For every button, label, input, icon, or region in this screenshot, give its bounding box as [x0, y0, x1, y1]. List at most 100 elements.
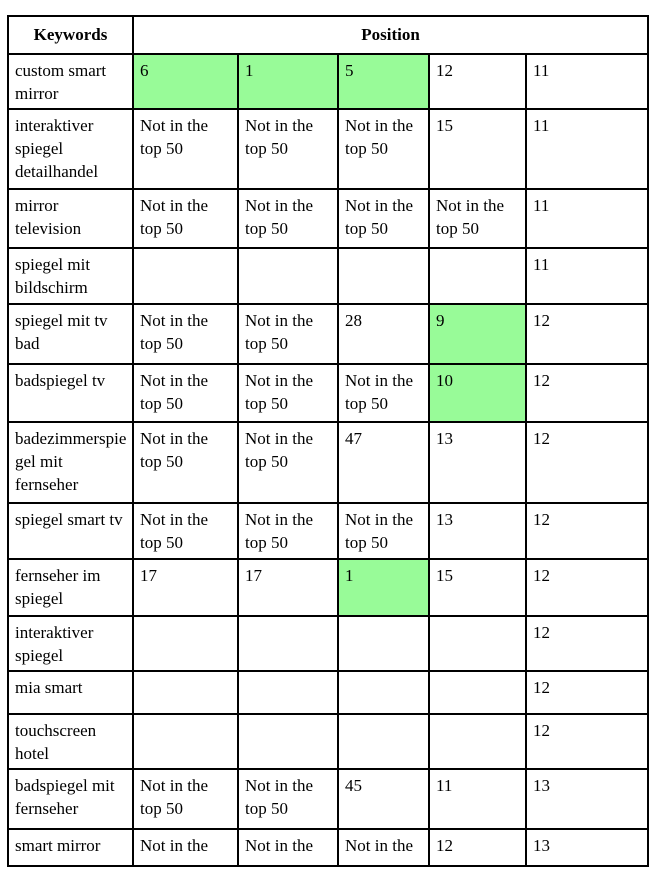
- keyword-position-table: Keywords Position custom smart mirror 6 …: [7, 15, 650, 867]
- table-row: spiegel smart tv Not in the top 50 Not i…: [7, 502, 650, 560]
- position-cell: 9: [428, 303, 527, 365]
- position-cell: 11: [524, 53, 650, 110]
- position-cell: 6: [132, 53, 239, 110]
- position-column-header: Position: [131, 15, 650, 55]
- position-cell: Not in the: [132, 828, 239, 867]
- position-cell: 1: [237, 53, 339, 110]
- position-cell: 11: [524, 247, 650, 305]
- keyword-cell: badezimmerspiegel mit fernseher: [7, 421, 134, 504]
- position-cell: 17: [132, 558, 239, 617]
- position-cell: 5: [337, 53, 430, 110]
- position-cell: [237, 615, 339, 672]
- keyword-cell: spiegel smart tv: [7, 502, 134, 560]
- table-header-row: Keywords Position: [7, 15, 650, 55]
- position-cell: Not in the top 50: [237, 108, 339, 190]
- position-cell: 13: [524, 828, 650, 867]
- position-cell: 45: [337, 768, 430, 830]
- keyword-cell: spiegel mit bildschirm: [7, 247, 134, 305]
- table-row: mirror television Not in the top 50 Not …: [7, 188, 650, 249]
- position-cell: 12: [428, 828, 527, 867]
- keyword-cell: custom smart mirror: [7, 53, 134, 110]
- position-cell: Not in the top 50: [132, 502, 239, 560]
- table-row: spiegel mit tv bad Not in the top 50 Not…: [7, 303, 650, 365]
- keyword-cell: fernseher im spiegel: [7, 558, 134, 617]
- position-cell: [337, 670, 430, 715]
- position-cell: 13: [428, 421, 527, 504]
- position-cell: [428, 615, 527, 672]
- position-cell: 28: [337, 303, 430, 365]
- table-row: badspiegel tv Not in the top 50 Not in t…: [7, 363, 650, 423]
- keyword-cell: smart mirror: [7, 828, 134, 867]
- position-cell: 12: [524, 421, 650, 504]
- keyword-cell: interaktiver spiegel: [7, 615, 134, 672]
- position-cell: Not in the top 50: [132, 188, 239, 249]
- table-row: custom smart mirror 6 1 5 12 11: [7, 53, 650, 110]
- position-cell: Not in the top 50: [428, 188, 527, 249]
- position-cell: 12: [524, 303, 650, 365]
- position-cell: Not in the top 50: [132, 768, 239, 830]
- keyword-cell: interaktiver spiegel detailhandel: [7, 108, 134, 190]
- position-cell: Not in the top 50: [337, 188, 430, 249]
- keyword-cell: badspiegel tv: [7, 363, 134, 423]
- keyword-cell: spiegel mit tv bad: [7, 303, 134, 365]
- position-cell: 13: [428, 502, 527, 560]
- position-cell: 11: [524, 188, 650, 249]
- position-cell: [337, 247, 430, 305]
- position-cell: 12: [524, 558, 650, 617]
- position-cell: 15: [428, 558, 527, 617]
- position-cell: Not in the top 50: [337, 108, 430, 190]
- position-cell: Not in the top 50: [237, 502, 339, 560]
- keyword-cell: mirror television: [7, 188, 134, 249]
- position-cell: [428, 247, 527, 305]
- table-row: spiegel mit bildschirm 11: [7, 247, 650, 305]
- position-cell: Not in the top 50: [237, 363, 339, 423]
- position-cell: [237, 247, 339, 305]
- position-cell: [428, 670, 527, 715]
- position-cell: 12: [524, 502, 650, 560]
- table-row: fernseher im spiegel 17 17 1 15 12: [7, 558, 650, 617]
- position-cell: 12: [524, 615, 650, 672]
- position-cell: Not in the top 50: [132, 363, 239, 423]
- position-cell: Not in the top 50: [132, 303, 239, 365]
- keywords-column-header: Keywords: [7, 15, 134, 55]
- position-cell: Not in the top 50: [237, 188, 339, 249]
- position-cell: Not in the top 50: [337, 363, 430, 423]
- position-cell: Not in the top 50: [237, 421, 339, 504]
- keyword-cell: touchscreen hotel: [7, 713, 134, 770]
- position-cell: Not in the top 50: [237, 303, 339, 365]
- position-cell: 11: [524, 108, 650, 190]
- position-cell: Not in the top 50: [237, 768, 339, 830]
- position-cell: 12: [428, 53, 527, 110]
- table-row: interaktiver spiegel 12: [7, 615, 650, 672]
- table-row: interaktiver spiegel detailhandel Not in…: [7, 108, 650, 190]
- position-cell: 11: [428, 768, 527, 830]
- position-cell: 17: [237, 558, 339, 617]
- position-cell: Not in the: [337, 828, 430, 867]
- table-row: badspiegel mit fernseher Not in the top …: [7, 768, 650, 830]
- position-cell: [132, 615, 239, 672]
- position-cell: [237, 670, 339, 715]
- position-cell: 10: [428, 363, 527, 423]
- table-row: badezimmerspiegel mit fernseher Not in t…: [7, 421, 650, 504]
- position-cell: 47: [337, 421, 430, 504]
- position-cell: Not in the top 50: [132, 421, 239, 504]
- position-cell: 12: [524, 713, 650, 770]
- position-cell: Not in the top 50: [337, 502, 430, 560]
- keyword-cell: badspiegel mit fernseher: [7, 768, 134, 830]
- position-cell: 15: [428, 108, 527, 190]
- position-cell: 13: [524, 768, 650, 830]
- position-cell: Not in the top 50: [132, 108, 239, 190]
- table-row: touchscreen hotel 12: [7, 713, 650, 770]
- table-row: smart mirror Not in the Not in the Not i…: [7, 828, 650, 867]
- position-cell: [132, 247, 239, 305]
- position-cell: [237, 713, 339, 770]
- table-row: mia smart 12: [7, 670, 650, 715]
- position-cell: [132, 713, 239, 770]
- position-cell: 12: [524, 670, 650, 715]
- position-cell: [337, 615, 430, 672]
- position-cell: 12: [524, 363, 650, 423]
- position-cell: 1: [337, 558, 430, 617]
- position-cell: [428, 713, 527, 770]
- keyword-cell: mia smart: [7, 670, 134, 715]
- position-cell: Not in the: [237, 828, 339, 867]
